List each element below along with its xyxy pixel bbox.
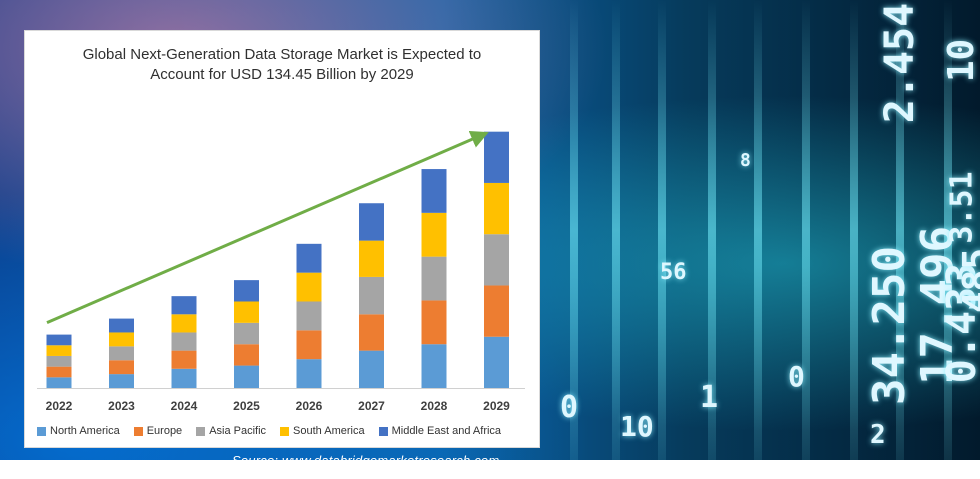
bar-segment-middle-east-and-africa-2029 bbox=[484, 131, 509, 183]
bar-segment-south-america-2025 bbox=[234, 301, 259, 323]
source-caption: Source: www.databridgemarketresearch.com bbox=[232, 453, 500, 468]
x-tick-label-2028: 2028 bbox=[421, 399, 448, 413]
bar-segment-europe-2024 bbox=[171, 350, 197, 369]
background-glyph: 2.454 bbox=[877, 2, 924, 124]
bar-segment-south-america-2024 bbox=[171, 314, 197, 333]
legend-label: Asia Pacific bbox=[209, 425, 267, 437]
bar-segment-asia-pacific-2023 bbox=[109, 346, 134, 361]
background-glyph: 3.51 bbox=[944, 171, 980, 244]
bar-segment-middle-east-and-africa-2028 bbox=[421, 169, 447, 213]
background-glyph: 34.250 bbox=[863, 246, 915, 405]
bar-segment-south-america-2028 bbox=[421, 212, 447, 257]
bar-segment-middle-east-and-africa-2022 bbox=[46, 334, 72, 346]
bar-segment-middle-east-and-africa-2024 bbox=[171, 296, 197, 315]
background-glyph: 2 bbox=[870, 420, 886, 450]
x-tick-label-2023: 2023 bbox=[108, 399, 135, 413]
bar-segment-europe-2023 bbox=[109, 360, 134, 375]
legend-label: Europe bbox=[146, 425, 183, 437]
digital-matrix-background: 34.250 17.496 0.433 485 2.454 10 0 1 0 10 56 8 2 3.51 bbox=[540, 0, 980, 460]
x-tick-label-2024: 2024 bbox=[171, 399, 198, 413]
bar-segment-europe-2022 bbox=[46, 366, 72, 378]
growth-trend-arrow bbox=[46, 130, 489, 324]
bar-segment-north-america-2028 bbox=[421, 344, 447, 388]
bar-segment-europe-2028 bbox=[421, 300, 447, 345]
bar-segment-asia-pacific-2029 bbox=[484, 234, 509, 286]
x-tick-label-2026: 2026 bbox=[296, 399, 323, 413]
background-glyph: 56 bbox=[660, 260, 687, 285]
bar-segment-south-america-2022 bbox=[46, 345, 72, 356]
legend-label: North America bbox=[50, 425, 120, 437]
chart-title: Global Next-Generation Data Storage Mark… bbox=[25, 45, 539, 85]
bar-segment-europe-2025 bbox=[234, 344, 259, 366]
bar-segment-middle-east-and-africa-2026 bbox=[296, 243, 322, 273]
light-stream bbox=[802, 0, 810, 460]
legend-item-asia-pacific: Asia Pacific bbox=[196, 425, 266, 437]
light-stream bbox=[570, 0, 578, 460]
x-tick-label-2025: 2025 bbox=[233, 399, 260, 413]
legend-swatch bbox=[133, 426, 143, 436]
bar-segment-south-america-2023 bbox=[109, 332, 134, 347]
light-stream bbox=[658, 0, 666, 460]
x-tick-label-2027: 2027 bbox=[358, 399, 385, 413]
bar-segment-asia-pacific-2027 bbox=[359, 276, 384, 315]
background-glyph: 0 bbox=[560, 390, 579, 425]
legend-swatch bbox=[378, 426, 388, 436]
light-stream bbox=[612, 0, 620, 460]
chart-legend: North America Europe Asia Pacific South Ame… bbox=[37, 425, 501, 437]
bar-segment-asia-pacific-2026 bbox=[296, 301, 322, 331]
legend-label: Middle East and Africa bbox=[391, 425, 502, 437]
legend-swatch bbox=[196, 426, 206, 436]
chart-title-line-1: Global Next-Generation Data Storage Mark… bbox=[82, 46, 482, 63]
background-glyph: 10 bbox=[620, 410, 654, 443]
background-glyph: 0 bbox=[788, 360, 805, 393]
bottom-white-strip bbox=[0, 460, 980, 479]
background-glyph: 8 bbox=[740, 150, 751, 171]
legend-swatch bbox=[280, 426, 290, 436]
x-tick-label-2029: 2029 bbox=[483, 399, 510, 413]
bar-segment-europe-2029 bbox=[484, 285, 509, 337]
bar-segment-middle-east-and-africa-2025 bbox=[234, 280, 259, 302]
light-stream bbox=[850, 0, 858, 460]
chart-panel: Global Next-Generation Data Storage Mark… bbox=[24, 30, 540, 448]
bar-segment-north-america-2025 bbox=[234, 365, 259, 388]
bar-segment-north-america-2023 bbox=[109, 374, 134, 388]
bar-segment-asia-pacific-2022 bbox=[46, 355, 72, 367]
background-glyph: 10 bbox=[941, 38, 980, 83]
bar-segment-south-america-2026 bbox=[296, 272, 322, 302]
bar-segment-middle-east-and-africa-2027 bbox=[359, 203, 384, 241]
light-stream bbox=[708, 0, 716, 460]
background-glyph: 1 bbox=[700, 380, 719, 415]
bar-segment-europe-2026 bbox=[296, 330, 322, 360]
bar-segment-south-america-2027 bbox=[359, 240, 384, 277]
legend-item-south-america: South America bbox=[280, 425, 365, 437]
bar-segment-north-america-2026 bbox=[296, 359, 322, 388]
legend-swatch bbox=[37, 426, 46, 436]
legend-label: South America bbox=[293, 425, 365, 437]
bar-segment-north-america-2022 bbox=[46, 377, 72, 388]
bar-segment-south-america-2029 bbox=[484, 182, 509, 235]
bar-segment-europe-2027 bbox=[359, 314, 384, 351]
bar-segment-asia-pacific-2028 bbox=[421, 256, 447, 301]
legend-item-north-america: North America bbox=[37, 425, 120, 437]
bar-segment-north-america-2024 bbox=[171, 368, 197, 388]
stacked-bar-chart: 2022 2023 2024 2025 2026 2027 2028 2029 bbox=[37, 130, 525, 413]
legend-item-middle-east-and-africa: Middle East and Africa bbox=[378, 425, 502, 437]
bar-segment-north-america-2029 bbox=[484, 336, 509, 388]
x-tick-label-2022: 2022 bbox=[46, 399, 73, 413]
background-glyph: 485 bbox=[956, 247, 980, 314]
legend-item-europe: Europe bbox=[133, 425, 183, 437]
light-stream bbox=[896, 0, 904, 460]
light-stream bbox=[944, 0, 952, 460]
bar-segment-asia-pacific-2025 bbox=[234, 322, 259, 345]
bar-segment-north-america-2027 bbox=[359, 350, 384, 388]
bar-segment-asia-pacific-2024 bbox=[171, 332, 197, 351]
bar-segment-middle-east-and-africa-2023 bbox=[109, 318, 134, 333]
light-stream bbox=[754, 0, 762, 460]
chart-title-line-2: Account for USD 134.45 Billion by 2029 bbox=[150, 66, 414, 83]
